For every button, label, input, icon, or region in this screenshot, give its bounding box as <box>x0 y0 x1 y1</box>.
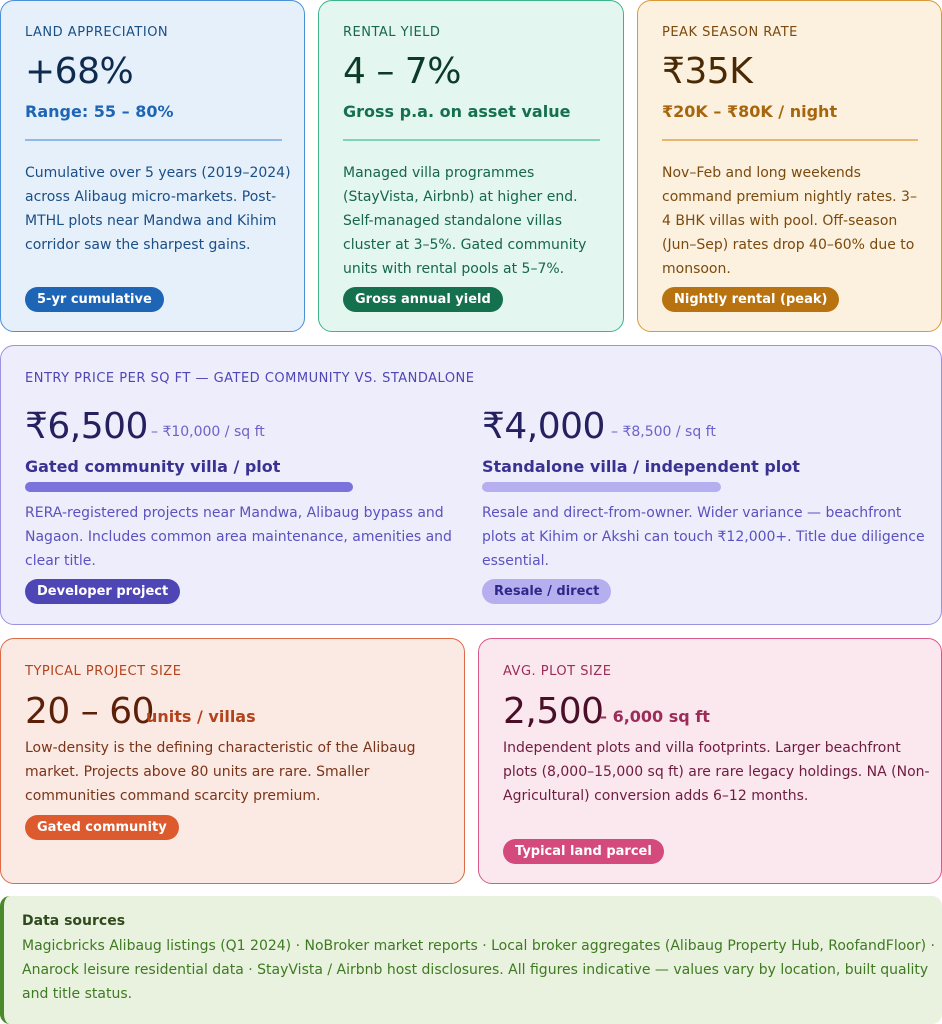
gated-range: – ₹10,000 / sq ft <box>151 424 265 440</box>
plot-unit: – 6,000 sq ft <box>599 707 710 726</box>
peak-body: Nov–Feb and long weekends command premium… <box>662 165 917 277</box>
peak-divider <box>662 139 918 141</box>
standalone-label: Standalone villa / independent plot <box>482 457 800 476</box>
standalone-body: Resale and direct-from-owner. Wider vari… <box>482 505 925 569</box>
project-size-card: TYPICAL PROJECT SIZE 20 – 60 units / vil… <box>0 638 465 884</box>
sources-title: Data sources <box>22 913 126 929</box>
rental-divider <box>343 139 600 141</box>
standalone-value: ₹4,000 <box>482 406 605 447</box>
gated-value: ₹6,500 <box>25 406 148 447</box>
entry-price-card: ENTRY PRICE PER SQ FT — GATED COMMUNITY … <box>0 345 942 625</box>
peak-eyebrow: PEAK SEASON RATE <box>662 25 798 40</box>
land-subtitle: Range: 55 – 80% <box>25 102 174 121</box>
project-body: Low-density is the defining characterist… <box>25 740 416 804</box>
land-body: Cumulative over 5 years (2019–2024) acros… <box>25 165 291 253</box>
land-appreciation-card: LAND APPRECIATION +68% Range: 55 – 80% C… <box>0 0 305 332</box>
peak-subtitle: ₹20K – ₹80K / night <box>662 102 838 121</box>
peak-value: ₹35K <box>662 51 753 92</box>
standalone-badge: Resale / direct <box>482 579 612 604</box>
peak-season-card: PEAK SEASON RATE ₹35K ₹20K – ₹80K / nigh… <box>637 0 942 332</box>
sources-body: Magicbricks Alibaug listings (Q1 2024) ·… <box>22 938 935 1002</box>
peak-badge: Nightly rental (peak) <box>662 287 840 312</box>
land-divider <box>25 139 282 141</box>
project-eyebrow: TYPICAL PROJECT SIZE <box>25 664 182 679</box>
plot-size-card: AVG. PLOT SIZE 2,500 – 6,000 sq ft Indep… <box>478 638 942 884</box>
rental-eyebrow: RENTAL YIELD <box>343 25 441 40</box>
plot-body: Independent plots and villa footprints. … <box>503 740 930 804</box>
rental-badge: Gross annual yield <box>343 287 503 312</box>
land-badge: 5-yr cumulative <box>25 287 164 312</box>
land-eyebrow: LAND APPRECIATION <box>25 25 169 40</box>
rental-body: Managed villa programmes (StayVista, Airb… <box>343 165 587 277</box>
rental-yield-card: RENTAL YIELD 4 – 7% Gross p.a. on asset … <box>318 0 624 332</box>
gated-body: RERA-registered projects near Mandwa, Al… <box>25 505 452 569</box>
plot-value: 2,500 <box>503 691 604 732</box>
gated-label: Gated community villa / plot <box>25 457 281 476</box>
standalone-range: – ₹8,500 / sq ft <box>611 424 716 440</box>
project-unit: units / villas <box>146 707 256 726</box>
rental-subtitle: Gross p.a. on asset value <box>343 102 571 121</box>
project-value: 20 – 60 <box>25 691 155 732</box>
plot-eyebrow: AVG. PLOT SIZE <box>503 664 612 679</box>
entry-eyebrow: ENTRY PRICE PER SQ FT — GATED COMMUNITY … <box>25 371 475 386</box>
land-value: +68% <box>25 51 134 92</box>
standalone-bar <box>482 482 721 492</box>
plot-badge: Typical land parcel <box>503 839 664 864</box>
gated-bar <box>25 482 353 492</box>
rental-value: 4 – 7% <box>343 51 461 92</box>
gated-badge: Developer project <box>25 579 181 604</box>
data-sources-panel: Data sources Magicbricks Alibaug listing… <box>0 896 942 1024</box>
project-badge: Gated community <box>25 815 179 840</box>
